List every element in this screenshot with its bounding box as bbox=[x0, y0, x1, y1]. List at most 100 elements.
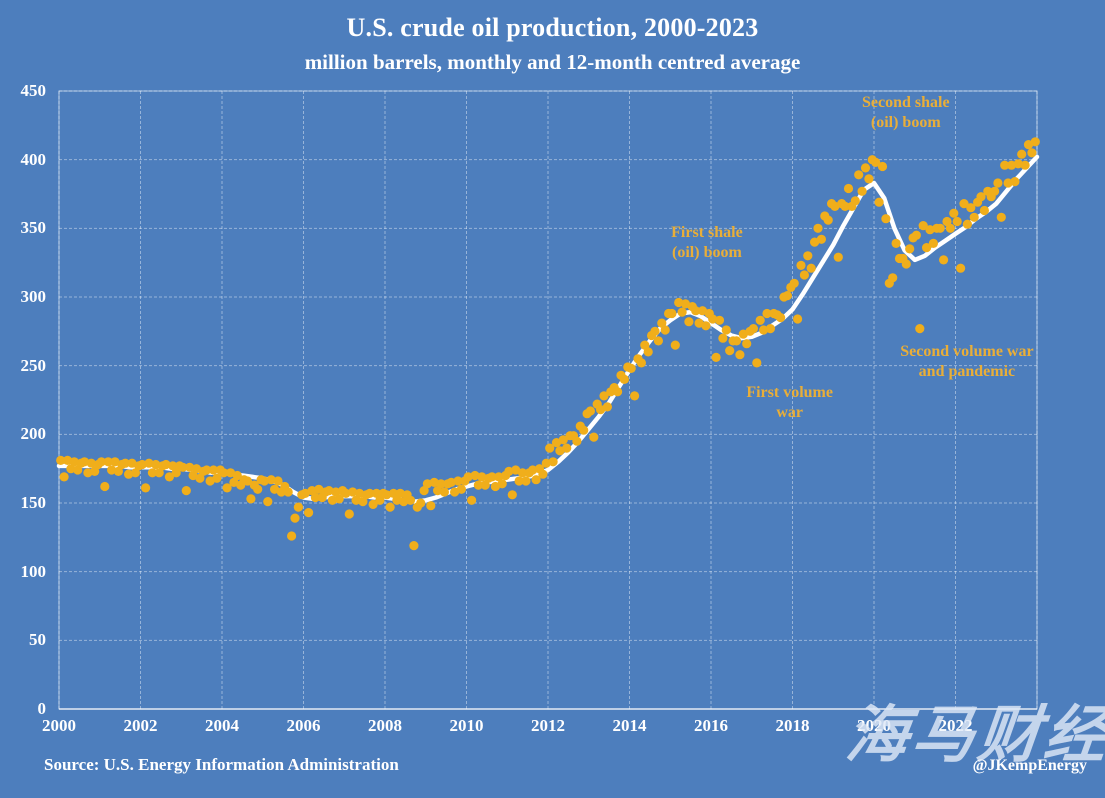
monthly-dot bbox=[195, 473, 205, 483]
monthly-dot bbox=[860, 163, 871, 173]
monthly-dot bbox=[147, 468, 157, 478]
monthly-dot bbox=[141, 483, 151, 493]
monthly-dot bbox=[290, 513, 300, 523]
monthly-dot bbox=[538, 469, 548, 479]
monthly-dot bbox=[718, 333, 728, 343]
monthly-dot bbox=[677, 307, 687, 317]
monthly-dot bbox=[263, 497, 273, 507]
monthly-dot bbox=[602, 402, 613, 412]
monthly-dot bbox=[66, 464, 76, 474]
monthly-dot bbox=[304, 507, 314, 518]
monthly-dot bbox=[901, 259, 911, 269]
monthly-dot bbox=[996, 212, 1006, 222]
monthly-dot bbox=[419, 486, 429, 496]
x-tick-label-2010: 2010 bbox=[449, 716, 484, 735]
monthly-dot bbox=[453, 476, 463, 486]
monthly-dot bbox=[266, 475, 276, 485]
y-tick-label-250: 250 bbox=[20, 355, 47, 375]
monthly-dot bbox=[399, 497, 409, 507]
chart-title: U.S. crude oil production, 2000-2023 bbox=[346, 13, 759, 42]
monthly-dot bbox=[467, 495, 477, 505]
monthly-dot bbox=[579, 425, 589, 435]
monthly-dot bbox=[273, 476, 283, 486]
monthly-dot bbox=[653, 336, 664, 346]
monthly-dot bbox=[120, 458, 130, 468]
monthly-dot bbox=[517, 468, 528, 478]
monthly-dot bbox=[803, 251, 813, 261]
monthly-dot bbox=[942, 216, 952, 227]
monthly-dot bbox=[762, 308, 772, 319]
monthly-dot bbox=[562, 443, 572, 453]
monthly-dot bbox=[392, 495, 402, 505]
monthly-dot bbox=[208, 465, 219, 475]
monthly-dot bbox=[1027, 148, 1037, 158]
monthly-dot bbox=[426, 501, 436, 511]
source-note: Source: U.S. Energy Information Administ… bbox=[44, 755, 399, 774]
monthly-dot bbox=[877, 161, 888, 172]
monthly-dot bbox=[735, 350, 745, 360]
monthly-dot bbox=[310, 492, 320, 503]
monthly-dot bbox=[949, 208, 959, 218]
monthly-dot bbox=[365, 488, 375, 498]
y-tick-label-300: 300 bbox=[20, 287, 47, 306]
monthly-dot bbox=[731, 336, 742, 346]
monthly-dot bbox=[708, 314, 718, 324]
monthly-dot bbox=[181, 486, 191, 496]
monthly-dot bbox=[636, 358, 647, 368]
monthly-dot bbox=[242, 476, 253, 486]
annotation-first-shale-boom: First shale (oil) boom bbox=[671, 224, 743, 262]
monthly-dot bbox=[959, 199, 969, 209]
monthly-dot bbox=[1010, 177, 1020, 187]
x-tick-label-2022: 2022 bbox=[938, 716, 973, 735]
monthly-dot bbox=[144, 458, 154, 468]
monthly-dot bbox=[854, 170, 864, 180]
monthly-dot bbox=[507, 490, 517, 500]
monthly-dot bbox=[840, 201, 850, 211]
monthly-dot bbox=[439, 487, 449, 497]
x-tick-label-2016: 2016 bbox=[694, 716, 728, 735]
monthly-dot bbox=[979, 205, 990, 216]
monthly-dot bbox=[813, 223, 823, 233]
monthly-dot bbox=[911, 230, 922, 240]
monthly-dot bbox=[497, 479, 507, 489]
monthly-dot bbox=[640, 340, 650, 350]
monthly-dot bbox=[891, 238, 901, 248]
y-tick-label-400: 400 bbox=[20, 149, 47, 169]
monthly-dot bbox=[976, 192, 986, 202]
monthly-dot bbox=[990, 186, 1000, 196]
monthly-dot bbox=[711, 352, 721, 362]
monthly-dot bbox=[928, 238, 939, 248]
monthly-dot bbox=[371, 488, 382, 498]
monthly-dot bbox=[456, 484, 466, 494]
monthly-dot bbox=[96, 457, 106, 467]
x-tick-label-2004: 2004 bbox=[205, 716, 239, 735]
monthly-dot bbox=[922, 243, 932, 253]
monthly-dot bbox=[405, 495, 416, 505]
monthly-dot bbox=[714, 315, 725, 325]
monthly-dot bbox=[137, 459, 147, 470]
monthly-dot bbox=[670, 340, 680, 350]
monthly-dot bbox=[871, 157, 881, 167]
monthly-dot bbox=[939, 255, 949, 265]
monthly-dot bbox=[103, 457, 113, 467]
monthly-dot bbox=[782, 291, 793, 301]
monthly-dot bbox=[701, 321, 711, 331]
monthly-dot bbox=[164, 472, 174, 482]
monthly-dot bbox=[219, 468, 229, 478]
monthly-dot bbox=[1020, 160, 1030, 170]
monthly-dot bbox=[684, 317, 694, 327]
monthly-dot bbox=[966, 203, 976, 213]
monthly-dot bbox=[86, 458, 96, 468]
x-tick-label-2006: 2006 bbox=[286, 716, 321, 735]
monthly-dot bbox=[1017, 149, 1027, 159]
monthly-dot bbox=[130, 468, 140, 478]
monthly-dot bbox=[56, 455, 66, 465]
monthly-dot bbox=[742, 339, 752, 349]
monthly-dot bbox=[843, 183, 854, 194]
x-tick-label-2008: 2008 bbox=[368, 716, 402, 735]
annotation-first-volume-war: First volume war bbox=[746, 383, 833, 421]
monthly-dot bbox=[599, 391, 609, 401]
monthly-dot bbox=[905, 244, 915, 254]
x-tick-label-2000: 2000 bbox=[42, 716, 76, 735]
